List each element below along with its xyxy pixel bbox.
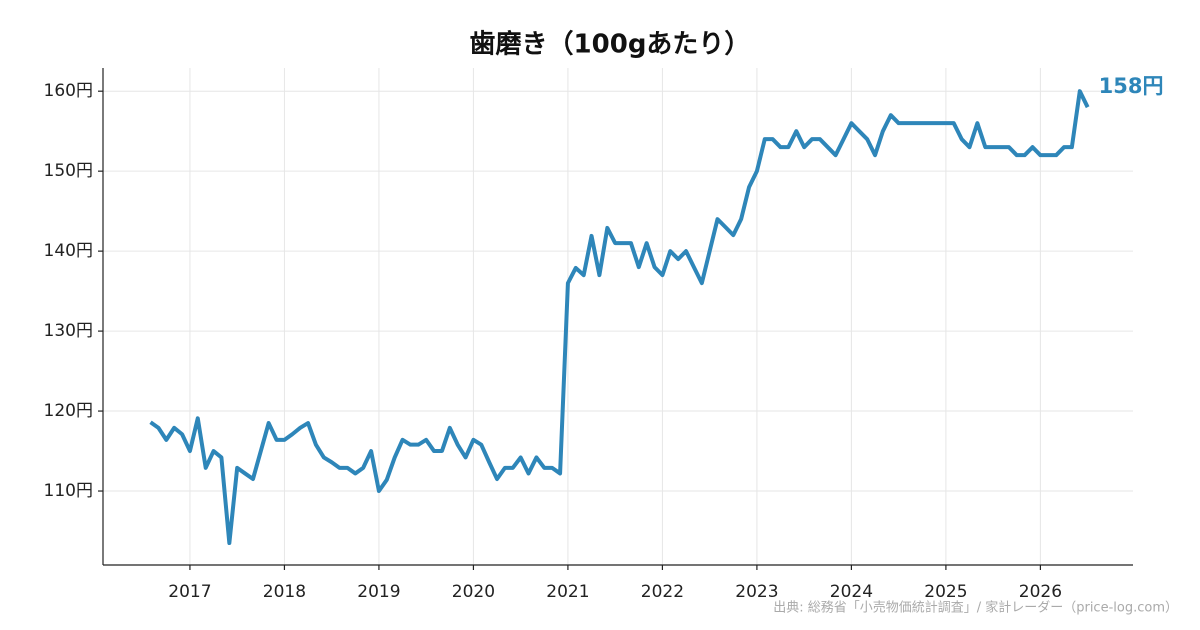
y-tick-label: 130円 xyxy=(44,321,93,341)
x-tick-label: 2023 xyxy=(735,582,778,602)
x-tick-label: 2022 xyxy=(641,582,684,602)
y-tick-label: 120円 xyxy=(44,401,93,421)
x-tick-label: 2021 xyxy=(546,582,589,602)
x-tick-label: 2020 xyxy=(452,582,495,602)
x-tick-label: 2025 xyxy=(924,582,967,602)
y-tick-label: 150円 xyxy=(44,161,93,181)
x-tick-label: 2026 xyxy=(1019,582,1062,602)
y-tick-label: 110円 xyxy=(44,481,93,501)
y-tick-label: 160円 xyxy=(44,81,93,101)
source-note: 出典: 総務省「小売物価統計調査」/ 家計レーダー（price-log.com） xyxy=(773,600,1178,616)
price-line xyxy=(149,89,1090,546)
x-tick-label: 2017 xyxy=(168,582,211,602)
x-tick-label: 2018 xyxy=(263,582,306,602)
chart-title: 歯磨き（100gあたり） xyxy=(470,30,751,60)
x-tick-label: 2024 xyxy=(830,582,873,602)
x-tick-label: 2019 xyxy=(357,582,400,602)
end-label: 158円 xyxy=(1099,74,1164,98)
y-tick-label: 140円 xyxy=(44,241,93,261)
